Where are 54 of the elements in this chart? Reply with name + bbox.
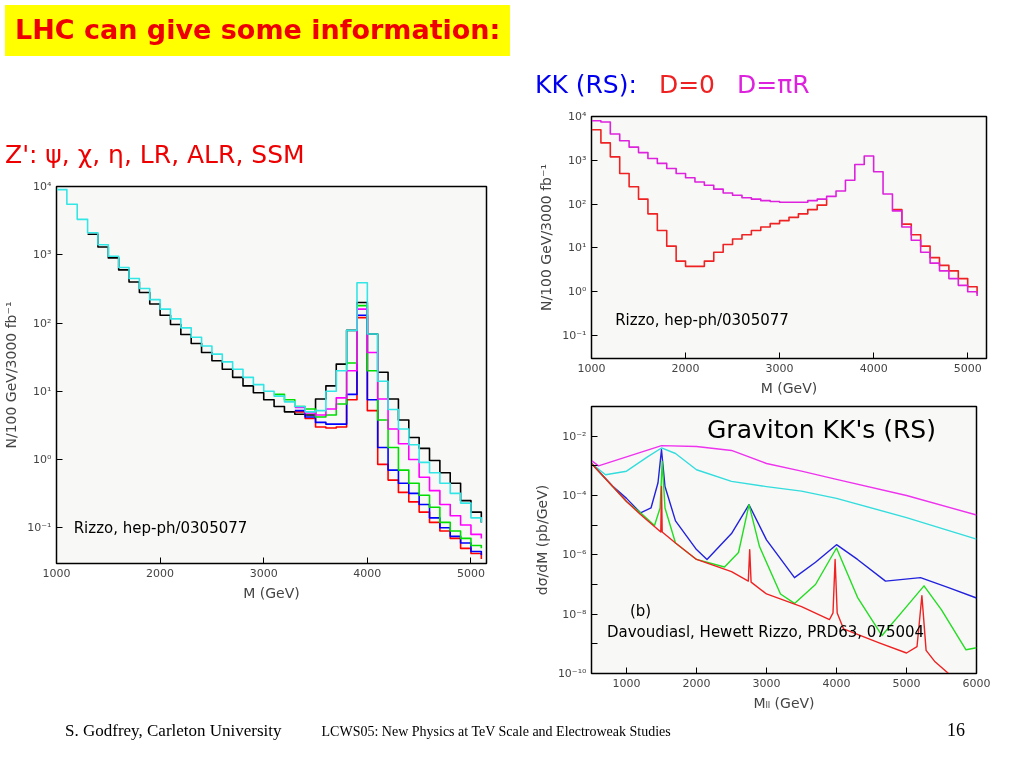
x-tick-label: 1000 xyxy=(612,676,641,690)
x-tick-label: 3000 xyxy=(249,566,278,580)
y-axis-title: N/100 GeV/3000 fb⁻¹ xyxy=(3,301,20,449)
x-axis-title: Mₗₗ (GeV) xyxy=(753,694,815,711)
y-tick-label: 10³ xyxy=(568,153,587,167)
text: D=0 xyxy=(658,70,716,99)
annotation: (b) xyxy=(630,602,652,621)
annotation: Rizzo, hep-ph/0305077 xyxy=(73,519,248,538)
x-tick-label: 5000 xyxy=(953,361,982,375)
x-axis-title: M (GeV) xyxy=(243,584,300,601)
chart-title: KK (RS): xyxy=(535,70,637,99)
x-tick-label: 4000 xyxy=(822,676,851,690)
y-tick-label: 10⁻¹ xyxy=(27,521,52,535)
x-tick-label: 1000 xyxy=(577,361,606,375)
text: S. Godfrey, Carleton University xyxy=(65,720,282,742)
line-series xyxy=(591,462,950,674)
y-tick-label: 10³ xyxy=(33,248,52,262)
x-tick-label: 6000 xyxy=(962,676,991,690)
chart-title: Z': ψ, χ, η, LR, ALR, SSM xyxy=(5,140,305,169)
text: LHC can give some information: xyxy=(5,5,511,56)
chart-title: Graviton KK's (RS) xyxy=(707,414,936,444)
x-tick-label: 5000 xyxy=(892,676,921,690)
y-tick-label: 10¹ xyxy=(33,384,52,398)
x-axis-title: M (GeV) xyxy=(760,379,818,396)
y-tick-label: 10⁰ xyxy=(568,285,588,299)
x-tick-label: 3000 xyxy=(765,361,794,375)
x-tick-label: 2000 xyxy=(146,566,175,580)
x-tick-label: 4000 xyxy=(353,566,382,580)
x-tick-label: 2000 xyxy=(682,676,711,690)
text: 16 xyxy=(946,719,965,742)
y-tick-label: 10⁻² xyxy=(562,429,587,443)
y-axis-title: N/100 GeV/3000 fb⁻¹ xyxy=(538,163,555,312)
x-tick-label: 5000 xyxy=(456,566,485,580)
y-tick-label: 10⁻¹⁰ xyxy=(557,667,588,680)
y-tick-label: 10⁻¹ xyxy=(562,329,587,343)
y-axis-title: dσ/dM (pb/GeV) xyxy=(533,484,550,596)
y-tick-label: 10⁻⁶ xyxy=(562,548,588,562)
y-tick-label: 10⁰ xyxy=(33,453,53,467)
x-tick-label: 4000 xyxy=(859,361,888,375)
x-tick-label: 3000 xyxy=(752,676,781,690)
y-tick-label: 10⁻⁴ xyxy=(562,489,588,502)
y-tick-label: 10⁴ xyxy=(33,180,53,193)
y-tick-label: 10⁴ xyxy=(568,110,588,123)
y-tick-label: 10¹ xyxy=(568,241,587,255)
line-series xyxy=(591,444,977,516)
annotation: Rizzo, hep-ph/0305077 xyxy=(615,311,789,330)
text: LCWS05: New Physics at TeV Scale and Electroweak Studies xyxy=(321,723,671,741)
line-series xyxy=(591,447,977,540)
x-tick-label: 2000 xyxy=(671,361,700,375)
y-tick-label: 10⁻⁸ xyxy=(562,607,588,621)
y-tick-label: 10² xyxy=(33,316,52,330)
x-tick-label: 1000 xyxy=(42,566,71,580)
text: D=πR xyxy=(737,70,810,99)
y-tick-label: 10² xyxy=(568,197,587,211)
